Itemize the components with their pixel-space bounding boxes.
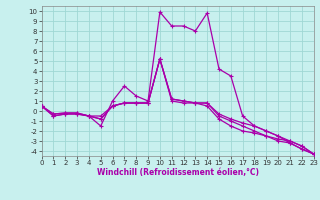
X-axis label: Windchill (Refroidissement éolien,°C): Windchill (Refroidissement éolien,°C) bbox=[97, 168, 259, 177]
